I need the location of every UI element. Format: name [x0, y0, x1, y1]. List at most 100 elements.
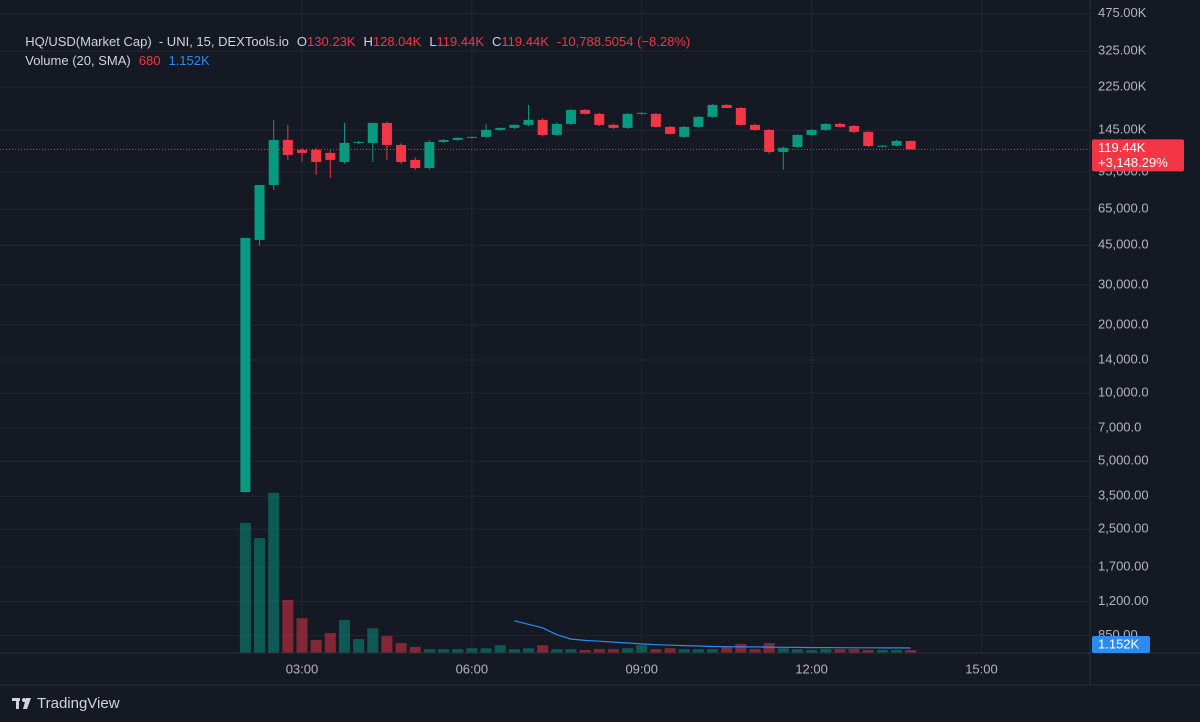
- ohlc: O130.23K H128.04K L119.44K C119.44K: [297, 34, 557, 49]
- volume-bar: [721, 646, 733, 653]
- candle-body: [438, 139, 449, 142]
- candle-body: [792, 134, 803, 147]
- y-tick-label: 30,000.0: [1098, 277, 1149, 292]
- volume-bar: [395, 642, 407, 653]
- ohlc-value: 128.04K: [372, 34, 422, 49]
- volume-bar: [353, 639, 365, 653]
- symbol-title: HQ/USD(Market Cap) - UNI, 15, DEXTools.i…: [25, 34, 289, 49]
- ohlc-value: 119.44K: [436, 34, 485, 49]
- x-tick-label: 09:00: [625, 661, 658, 676]
- volume-bar: [692, 649, 704, 653]
- volume-bar: [508, 649, 520, 653]
- candle-body: [466, 136, 477, 138]
- candle-body: [693, 116, 704, 127]
- y-tick-label: 325.00K: [1098, 42, 1147, 57]
- volume-bar: [324, 632, 336, 653]
- volume-bar: [777, 648, 789, 653]
- volume-bar: [423, 649, 435, 653]
- candle-body: [636, 112, 647, 114]
- volume-bar: [494, 645, 506, 653]
- candle-body: [311, 149, 322, 162]
- tradingview-logo: [12, 698, 31, 709]
- candle-body: [452, 137, 463, 140]
- y-tick-label: 10,000.0: [1098, 385, 1149, 400]
- y-tick-label: 2,500.00: [1098, 521, 1149, 536]
- volume-bar: [650, 649, 662, 653]
- last-change-label: +3,148.29%: [1098, 155, 1168, 170]
- y-tick-label: 1,700.00: [1098, 559, 1149, 574]
- volume-bar: [622, 648, 634, 653]
- candle-body: [296, 149, 307, 153]
- volume-bar: [565, 649, 577, 653]
- ohlc-value: 119.44K: [501, 34, 549, 49]
- candle-body: [665, 126, 676, 134]
- volume-bar: [834, 649, 846, 653]
- volume-bar: [239, 522, 251, 653]
- ohlc-key: L: [429, 34, 437, 49]
- volume-bar: [268, 492, 280, 653]
- candle-body: [254, 184, 265, 240]
- candle-body: [834, 123, 845, 127]
- branding: TradingView: [37, 695, 120, 712]
- volume-bar: [763, 642, 775, 653]
- volume-bar: [636, 645, 648, 653]
- candle-body: [396, 144, 407, 162]
- candle-body: [806, 129, 817, 135]
- volume-bar: [820, 649, 832, 653]
- last-price-tag: [1092, 139, 1184, 172]
- volume-pane: [239, 492, 917, 653]
- volume-bar: [296, 618, 308, 653]
- candle-body: [240, 237, 251, 493]
- candle-body: [891, 140, 902, 146]
- legend-line-1: HQ/USD(Market Cap) - UNI, 15, DEXTools.i…: [18, 19, 690, 49]
- grid: [0, 0, 1090, 653]
- y-tick-label: 475.00K: [1098, 5, 1147, 20]
- sma-tag: [1092, 636, 1150, 653]
- volume-bar: [537, 645, 549, 653]
- candle-body: [282, 139, 293, 155]
- volume-bar: [848, 649, 860, 653]
- candle-body: [650, 113, 661, 127]
- volume-bar: [409, 646, 421, 653]
- legend-line-2: Volume (20, SMA) 680 1.152K: [18, 38, 210, 68]
- volume-bar: [905, 650, 917, 653]
- candle-body: [268, 139, 279, 185]
- last-price-label: 119.44K: [1098, 140, 1146, 155]
- volume-bar: [310, 639, 322, 653]
- candle-body: [764, 129, 775, 152]
- volume-bar: [367, 628, 379, 653]
- y-tick-label: 7,000.0: [1098, 420, 1141, 435]
- candle-body: [565, 109, 576, 124]
- x-tick-label: 15:00: [965, 661, 998, 676]
- candle-body: [749, 124, 760, 130]
- change-label: -10,788.5054 (−8.28%): [556, 34, 691, 49]
- candle-body: [353, 141, 364, 143]
- volume-bar: [579, 649, 591, 653]
- candle-body: [721, 104, 732, 108]
- sma-last: 1.152K: [168, 53, 210, 68]
- volume-bar: [254, 538, 266, 653]
- volume-bar: [876, 649, 888, 653]
- x-tick-label: 12:00: [795, 661, 828, 676]
- candle-body: [707, 104, 718, 117]
- candle-body: [424, 141, 435, 168]
- candle-body: [778, 147, 789, 152]
- candle-body: [849, 125, 860, 132]
- candle-body: [367, 122, 378, 143]
- sma-tag-label: 1.152K: [1098, 636, 1140, 651]
- volume-sma-line: [514, 620, 911, 649]
- ohlc-value: 130.23K: [307, 34, 356, 49]
- ohlc-key: O: [296, 34, 308, 49]
- volume-bar: [707, 649, 719, 653]
- y-tick-label: 145.00K: [1098, 122, 1147, 137]
- candle-body: [735, 107, 746, 125]
- volume-bar: [466, 648, 478, 653]
- volume-bar: [551, 649, 563, 653]
- volume-bar: [282, 599, 294, 653]
- volume-bar: [480, 648, 492, 653]
- volume-bar: [452, 649, 464, 653]
- volume-bar: [664, 648, 676, 653]
